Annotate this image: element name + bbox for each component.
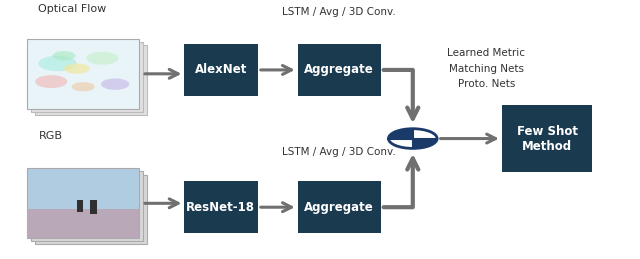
Circle shape xyxy=(38,56,77,71)
FancyBboxPatch shape xyxy=(184,181,257,233)
Circle shape xyxy=(86,52,118,65)
FancyBboxPatch shape xyxy=(31,171,143,241)
FancyBboxPatch shape xyxy=(184,44,257,96)
Wedge shape xyxy=(413,139,437,148)
Text: Learned Metric
Matching Nets
Proto. Nets: Learned Metric Matching Nets Proto. Nets xyxy=(447,48,525,89)
Text: ResNet-18: ResNet-18 xyxy=(186,201,255,214)
Circle shape xyxy=(64,63,90,74)
Wedge shape xyxy=(413,129,437,139)
FancyBboxPatch shape xyxy=(90,199,97,214)
Wedge shape xyxy=(388,139,413,148)
FancyBboxPatch shape xyxy=(28,168,140,238)
Text: AlexNet: AlexNet xyxy=(195,63,247,76)
FancyBboxPatch shape xyxy=(298,44,381,96)
FancyBboxPatch shape xyxy=(31,42,143,112)
Text: Aggregate: Aggregate xyxy=(305,201,374,214)
Circle shape xyxy=(72,82,95,91)
FancyBboxPatch shape xyxy=(77,200,83,212)
Text: LSTM / Avg / 3D Conv.: LSTM / Avg / 3D Conv. xyxy=(282,147,396,156)
FancyBboxPatch shape xyxy=(502,105,592,172)
Circle shape xyxy=(35,75,67,88)
FancyBboxPatch shape xyxy=(298,181,381,233)
Text: Optical Flow: Optical Flow xyxy=(38,4,107,14)
Wedge shape xyxy=(388,129,413,139)
Text: RGB: RGB xyxy=(38,131,63,141)
FancyBboxPatch shape xyxy=(28,39,140,109)
FancyBboxPatch shape xyxy=(35,45,147,115)
FancyBboxPatch shape xyxy=(28,209,140,238)
Circle shape xyxy=(52,51,76,60)
Circle shape xyxy=(101,78,129,90)
FancyBboxPatch shape xyxy=(35,175,147,244)
Text: LSTM / Avg / 3D Conv.: LSTM / Avg / 3D Conv. xyxy=(282,7,396,17)
Text: Aggregate: Aggregate xyxy=(305,63,374,76)
Text: Few Shot
Method: Few Shot Method xyxy=(516,125,578,153)
